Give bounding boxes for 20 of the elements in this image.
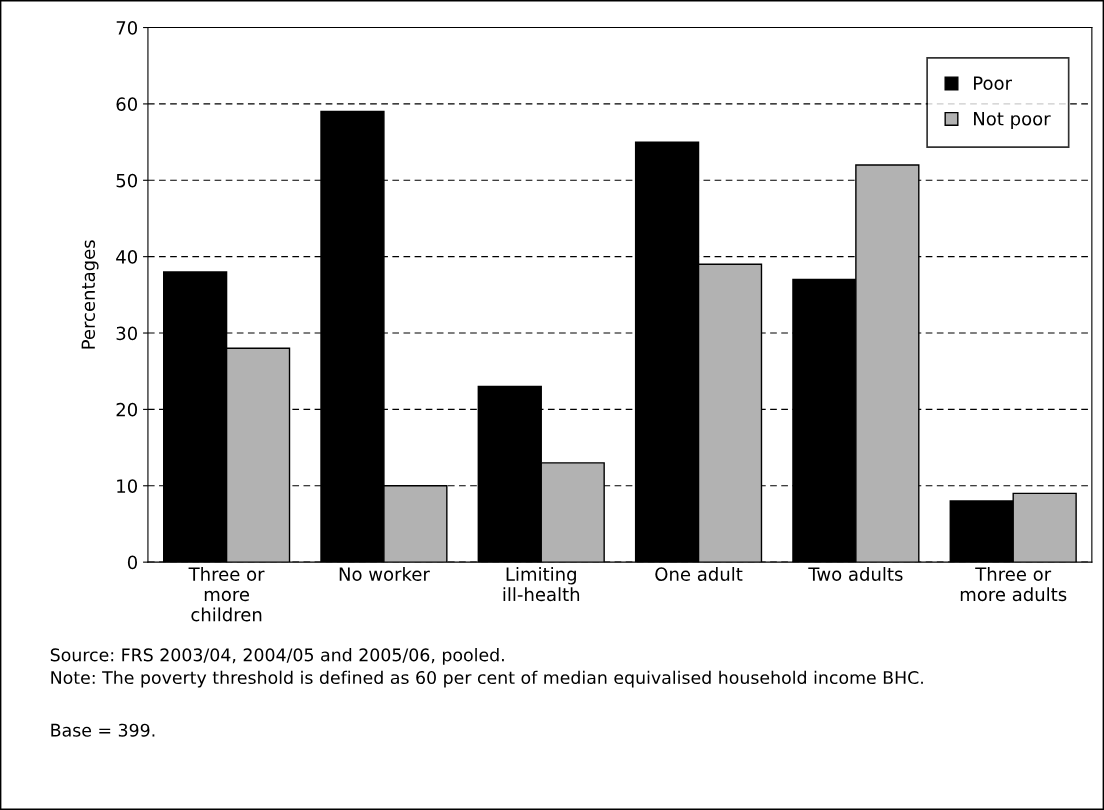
- y-tick-label: 40: [116, 250, 138, 264]
- y-tick-label: 30: [116, 326, 138, 341]
- source-note: Source: FRS 2003/04, 2004/05 and 2005/06, pooled.: [50, 648, 504, 665]
- y-tick-label: 70: [116, 21, 138, 35]
- legend-label: Not poor: [974, 112, 1051, 130]
- legend-label: Poor: [974, 76, 1013, 90]
- y-tick-label: 50: [116, 173, 138, 188]
- y-tick-label: 0: [127, 555, 138, 570]
- x-tick-label: Three or more children: [188, 567, 265, 622]
- text: Base = 399.: [51, 723, 155, 737]
- y-axis-title: Percentages: [81, 240, 99, 349]
- y-tick-label: 10: [117, 479, 138, 493]
- x-tick-label: Two adults: [808, 567, 903, 581]
- text: Note: The poverty threshold is defined as 60 per cent of median equivalised household income BHC.: [51, 670, 923, 688]
- x-tick-label: Limiting ill-health: [503, 567, 580, 602]
- x-tick-label: Three or more adults: [960, 567, 1067, 602]
- x-tick-label: One adult: [655, 567, 743, 581]
- y-tick-label: 60: [116, 97, 138, 112]
- y-tick-label: 20: [116, 402, 138, 417]
- x-tick-label: No worker: [339, 567, 430, 581]
